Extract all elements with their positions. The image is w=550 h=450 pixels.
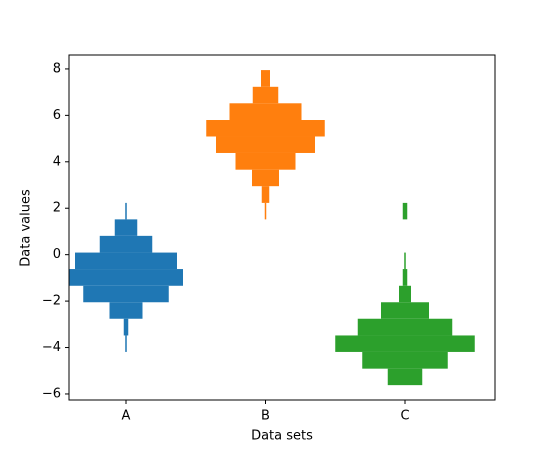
histogram-bar — [387, 368, 423, 386]
y-tick-label: 0 — [53, 247, 61, 262]
histogram-bar — [399, 285, 411, 303]
histogram-bar — [402, 269, 408, 286]
histogram-bar — [404, 252, 406, 270]
histogram-bar — [402, 202, 408, 220]
x-tick-label: A — [122, 409, 131, 424]
histogram-bar — [206, 120, 325, 137]
x-tick-label: C — [400, 409, 409, 424]
x-tick-label: B — [261, 409, 270, 424]
y-tick-label: 4 — [53, 154, 61, 169]
histogram-bar — [123, 318, 129, 336]
histogram-bar — [252, 86, 279, 104]
y-tick-label: 8 — [53, 61, 61, 76]
histogram-bar — [69, 269, 183, 286]
histogram-bar — [252, 169, 279, 187]
histogram-bar — [235, 152, 296, 170]
histogram-bar — [216, 136, 315, 153]
y-tick-label: 6 — [53, 108, 61, 123]
plot-frame — [68, 54, 496, 401]
histogram-bar — [114, 219, 138, 236]
histogram-bar — [125, 202, 127, 220]
histogram-bar — [229, 103, 302, 121]
histogram-bar — [261, 186, 270, 203]
x-axis-label: Data sets — [251, 429, 313, 444]
histogram-bar — [99, 235, 153, 253]
y-tick-label: −4 — [42, 340, 61, 355]
histogram-bar — [362, 351, 448, 369]
histogram-bar — [381, 302, 429, 319]
histogram-bar — [335, 335, 475, 352]
histogram-bar — [75, 252, 177, 270]
y-tick-label: −2 — [42, 294, 61, 309]
histogram-bar — [357, 318, 453, 336]
y-tick-label: −6 — [42, 386, 61, 401]
histogram-bar — [109, 302, 143, 319]
histogram-bar — [125, 335, 127, 352]
histogram-bar — [261, 70, 270, 87]
y-axis-label: Data values — [19, 189, 34, 267]
y-tick-label: 2 — [53, 201, 61, 216]
histogram-bar — [264, 202, 267, 220]
histogram-bar — [83, 285, 169, 303]
